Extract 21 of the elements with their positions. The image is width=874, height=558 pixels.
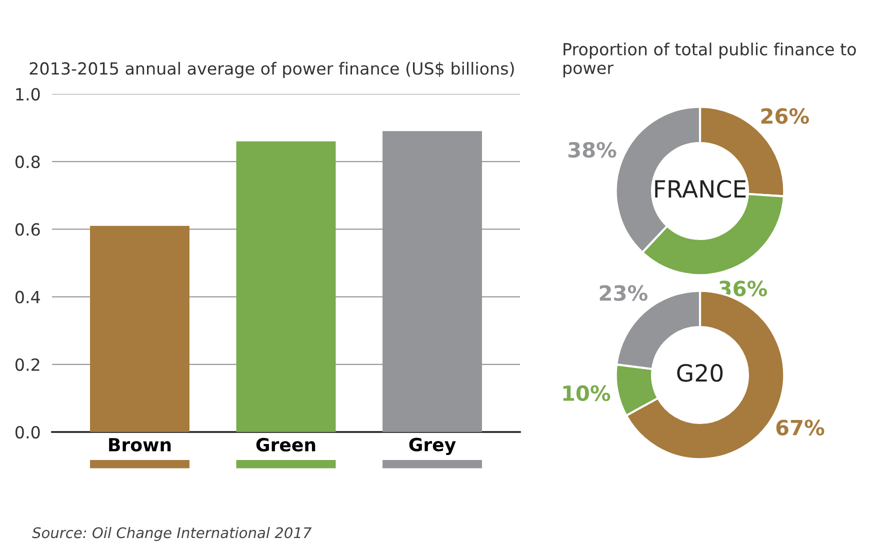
y-tick-label: 0.4 xyxy=(15,290,40,304)
source-note: Source: Oil Change International 2017 xyxy=(32,526,312,542)
x-tick-label: Green xyxy=(256,438,316,452)
data-label: 26% xyxy=(761,108,809,124)
y-tick-label: 1.0 xyxy=(16,88,40,101)
data-label: 38% xyxy=(568,142,616,158)
y-tick-label: 0.8 xyxy=(15,156,40,168)
chart-title: 2013-2015 annual average of power finance (US$ billions) xyxy=(30,62,514,78)
x-tick-label: Brown xyxy=(109,438,171,452)
text: FRANCE xyxy=(655,180,746,198)
x-tick-label: Grey xyxy=(409,438,456,456)
bar xyxy=(236,141,336,432)
data-label: 10% xyxy=(563,385,610,402)
bar xyxy=(90,226,190,432)
text: G20 xyxy=(677,364,723,382)
data-label: 67% xyxy=(776,420,824,436)
y-tick-label: 0.0 xyxy=(15,426,40,439)
data-label: 23% xyxy=(600,285,648,301)
chart-title: Proportion of total public finance to power xyxy=(564,42,856,78)
y-tick-label: 0.6 xyxy=(15,223,40,236)
y-tick-label: 0.2 xyxy=(15,358,40,371)
